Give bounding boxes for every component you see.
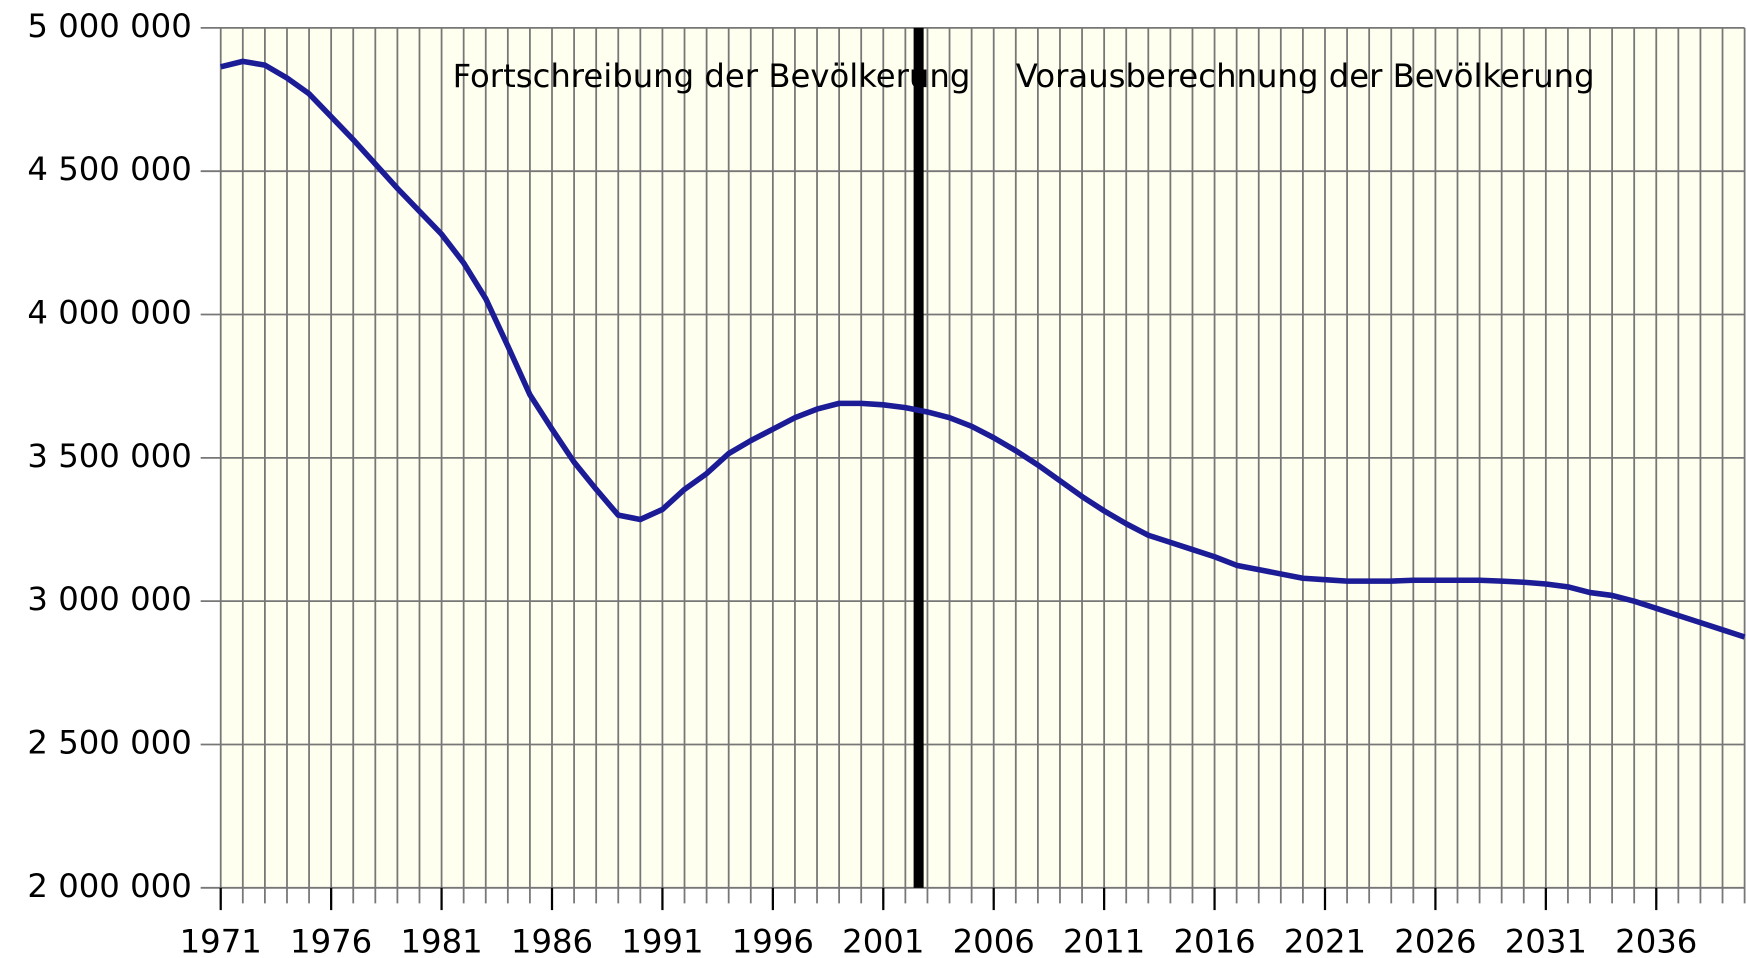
y-tick-label: 4 000 000 (27, 294, 191, 332)
y-tick-label: 2 500 000 (27, 723, 191, 761)
annotation: Fortschreibung der Bevölkerung (453, 57, 971, 95)
x-tick-label: 2021 (1284, 923, 1366, 958)
x-tick-label: 2036 (1615, 923, 1697, 958)
y-tick-label: 4 500 000 (27, 150, 191, 188)
data-line (220, 58, 1746, 640)
x-tick-label: 2001 (842, 923, 924, 958)
x-tick-label: 2026 (1394, 923, 1476, 958)
y-tick-label: 3 500 000 (27, 437, 191, 475)
y-tick-label: 5 000 000 (27, 7, 191, 45)
annotation: Vorausberechnung der Bevölkerung (1016, 57, 1595, 95)
x-tick-label: 1971 (180, 923, 262, 958)
x-tick-label: 1976 (290, 923, 372, 958)
x-tick-label: 1996 (732, 923, 814, 958)
x-tick-label: 1981 (400, 923, 482, 958)
x-tick-label: 2016 (1173, 923, 1255, 958)
x-tick-label: 2006 (953, 923, 1035, 958)
x-tick-label: 1991 (621, 923, 703, 958)
y-tick-label: 2 000 000 (27, 867, 191, 905)
x-tick-label: 2031 (1505, 923, 1587, 958)
x-tick-label: 2011 (1063, 923, 1145, 958)
y-tick-label: 3 000 000 (27, 580, 191, 618)
x-tick-label: 1986 (511, 923, 593, 958)
